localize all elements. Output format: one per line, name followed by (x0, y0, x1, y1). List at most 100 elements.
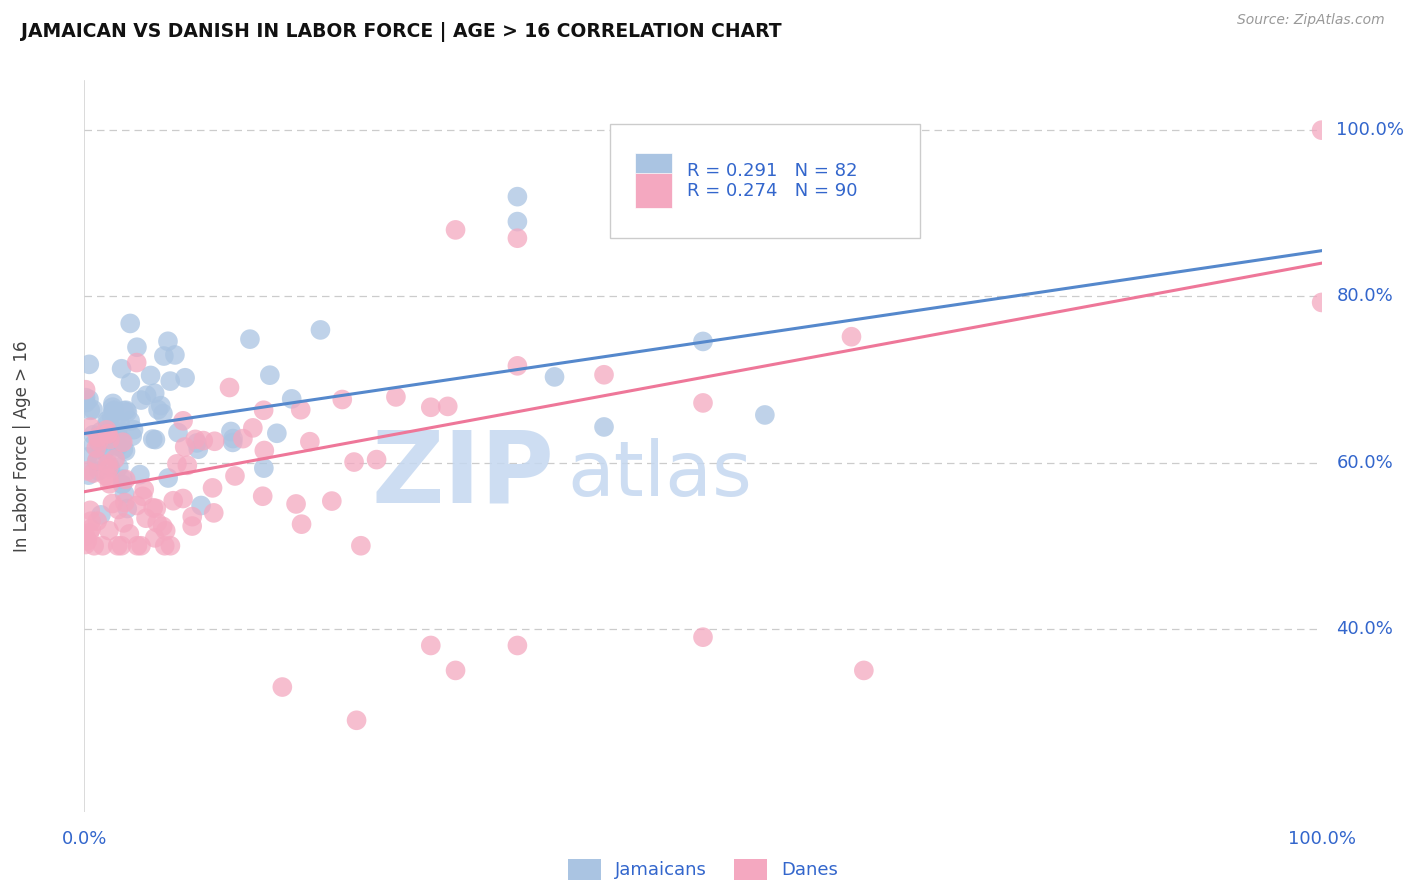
Point (139, 368, 162, 383)
Text: 100.0%: 100.0% (1288, 830, 1355, 848)
Point (232, 432, 254, 446)
Point (97, 426, 120, 441)
Point (75, 395, 97, 409)
Point (75, 529, 97, 543)
Point (93, 433, 115, 447)
Point (80, 514, 103, 528)
Point (343, 455, 366, 469)
Point (129, 539, 152, 553)
Text: atlas: atlas (567, 438, 752, 512)
Point (75, 391, 97, 405)
Point (309, 323, 332, 337)
Point (155, 524, 177, 538)
Point (120, 317, 142, 331)
Point (117, 405, 139, 419)
Point (87, 464, 110, 478)
Point (692, 334, 714, 349)
Point (186, 436, 208, 450)
Point (841, 329, 863, 343)
Point (111, 472, 134, 486)
Point (153, 539, 176, 553)
Point (101, 400, 124, 414)
Point (86, 514, 108, 528)
Point (290, 517, 312, 532)
Point (166, 457, 188, 471)
Point (77, 468, 100, 483)
Point (506, 189, 529, 203)
Point (143, 531, 166, 545)
Point (111, 477, 134, 491)
Point (76, 450, 98, 464)
Point (204, 434, 226, 449)
Text: R = 0.291   N = 82: R = 0.291 N = 82 (688, 162, 858, 180)
Point (190, 499, 212, 513)
Point (167, 425, 190, 440)
Point (149, 399, 172, 413)
Point (107, 539, 129, 553)
Point (120, 376, 142, 390)
Point (852, 664, 875, 678)
Point (202, 506, 225, 520)
Point (82, 438, 104, 452)
Point (159, 374, 181, 388)
Point (94, 468, 117, 483)
Point (271, 680, 294, 694)
Point (76, 464, 98, 478)
Text: R = 0.274   N = 90: R = 0.274 N = 90 (688, 182, 858, 200)
Point (101, 396, 124, 410)
Point (366, 452, 388, 467)
Point (105, 420, 128, 434)
Point (80, 522, 103, 536)
FancyBboxPatch shape (636, 173, 672, 209)
Point (163, 348, 186, 362)
FancyBboxPatch shape (636, 153, 672, 188)
Point (129, 467, 152, 482)
Point (187, 442, 209, 457)
Point (259, 368, 281, 383)
Text: 100.0%: 100.0% (1337, 121, 1405, 139)
Point (114, 444, 136, 458)
Point (506, 214, 529, 228)
Point (593, 420, 616, 434)
Point (135, 511, 157, 525)
Point (87, 430, 110, 444)
Point (107, 439, 129, 453)
Point (330, 392, 353, 407)
Point (75, 383, 97, 397)
Text: JAMAICAN VS DANISH IN LABOR FORCE | AGE > 16 CORRELATION CHART: JAMAICAN VS DANISH IN LABOR FORCE | AGE … (21, 22, 782, 42)
Point (90, 425, 112, 439)
Point (98, 476, 121, 491)
Point (224, 469, 246, 483)
Point (107, 425, 129, 439)
Point (97, 471, 120, 485)
Point (298, 434, 321, 449)
Point (86, 454, 108, 468)
Point (172, 414, 194, 428)
Point (111, 435, 134, 450)
Point (253, 443, 276, 458)
Point (134, 483, 156, 497)
Point (156, 334, 179, 349)
Point (142, 500, 165, 515)
Point (419, 639, 441, 653)
Point (290, 402, 312, 417)
Point (132, 489, 155, 503)
Point (506, 359, 529, 373)
Point (94, 433, 117, 447)
Point (103, 403, 125, 417)
Point (97, 457, 120, 471)
Point (218, 380, 240, 394)
Point (115, 403, 138, 417)
Point (193, 434, 215, 448)
Point (135, 388, 157, 402)
Point (162, 493, 184, 508)
Point (436, 400, 458, 414)
Point (253, 403, 276, 417)
Text: Source: ZipAtlas.com: Source: ZipAtlas.com (1237, 13, 1385, 28)
Point (692, 396, 714, 410)
Point (89, 438, 111, 452)
Point (108, 417, 131, 431)
Point (321, 494, 343, 508)
Point (125, 340, 148, 354)
Point (114, 472, 136, 486)
